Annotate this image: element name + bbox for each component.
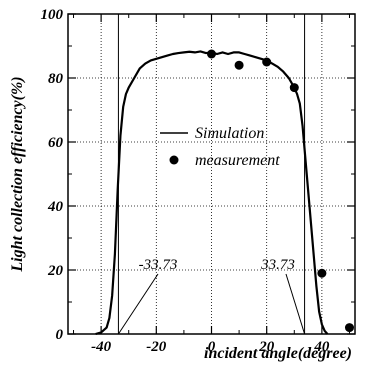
x-axis-label: incident angle(degree) xyxy=(204,345,352,362)
y-tick-label: 100 xyxy=(41,7,64,23)
legend-label-simulation: Simulation xyxy=(195,125,264,142)
y-tick-label: 40 xyxy=(47,199,64,215)
measurement-point xyxy=(289,83,299,93)
series-layer xyxy=(95,49,354,336)
x-tick-label: -20 xyxy=(146,339,166,355)
measurement-point xyxy=(234,60,244,70)
simulation-line xyxy=(95,50,329,336)
y-tick-label: 80 xyxy=(48,71,64,87)
y-tick-label: 0 xyxy=(56,327,64,343)
legend-marker-sample xyxy=(169,155,179,165)
annotation-label: 33.73 xyxy=(260,257,295,273)
y-axis-label: Light collection efficiency(%) xyxy=(9,76,26,272)
annotation-leader-line xyxy=(285,273,306,335)
annotation-label: -33.73 xyxy=(139,257,178,273)
y-tick-label: 60 xyxy=(48,135,64,151)
measurement-point xyxy=(207,49,216,59)
measurement-point xyxy=(317,268,327,278)
legend-label-measurement: measurement xyxy=(195,152,280,169)
measurement-point xyxy=(262,57,272,67)
y-tick-label: 20 xyxy=(47,263,64,279)
x-tick-label: 40 xyxy=(313,339,330,355)
axis-ticks: -40 -20 0 20 40 0 20 40 60 80 100 xyxy=(41,7,355,355)
annotation-leader-line xyxy=(118,273,159,335)
measurement-point xyxy=(344,323,354,333)
annotations: -33.73 33.73 xyxy=(118,257,306,335)
x-tick-label: -40 xyxy=(91,339,111,355)
legend: Simulation measurement xyxy=(160,125,280,169)
x-tick-label: 0 xyxy=(208,339,216,355)
x-tick-label: 20 xyxy=(258,339,275,355)
grid-lines xyxy=(68,14,355,334)
